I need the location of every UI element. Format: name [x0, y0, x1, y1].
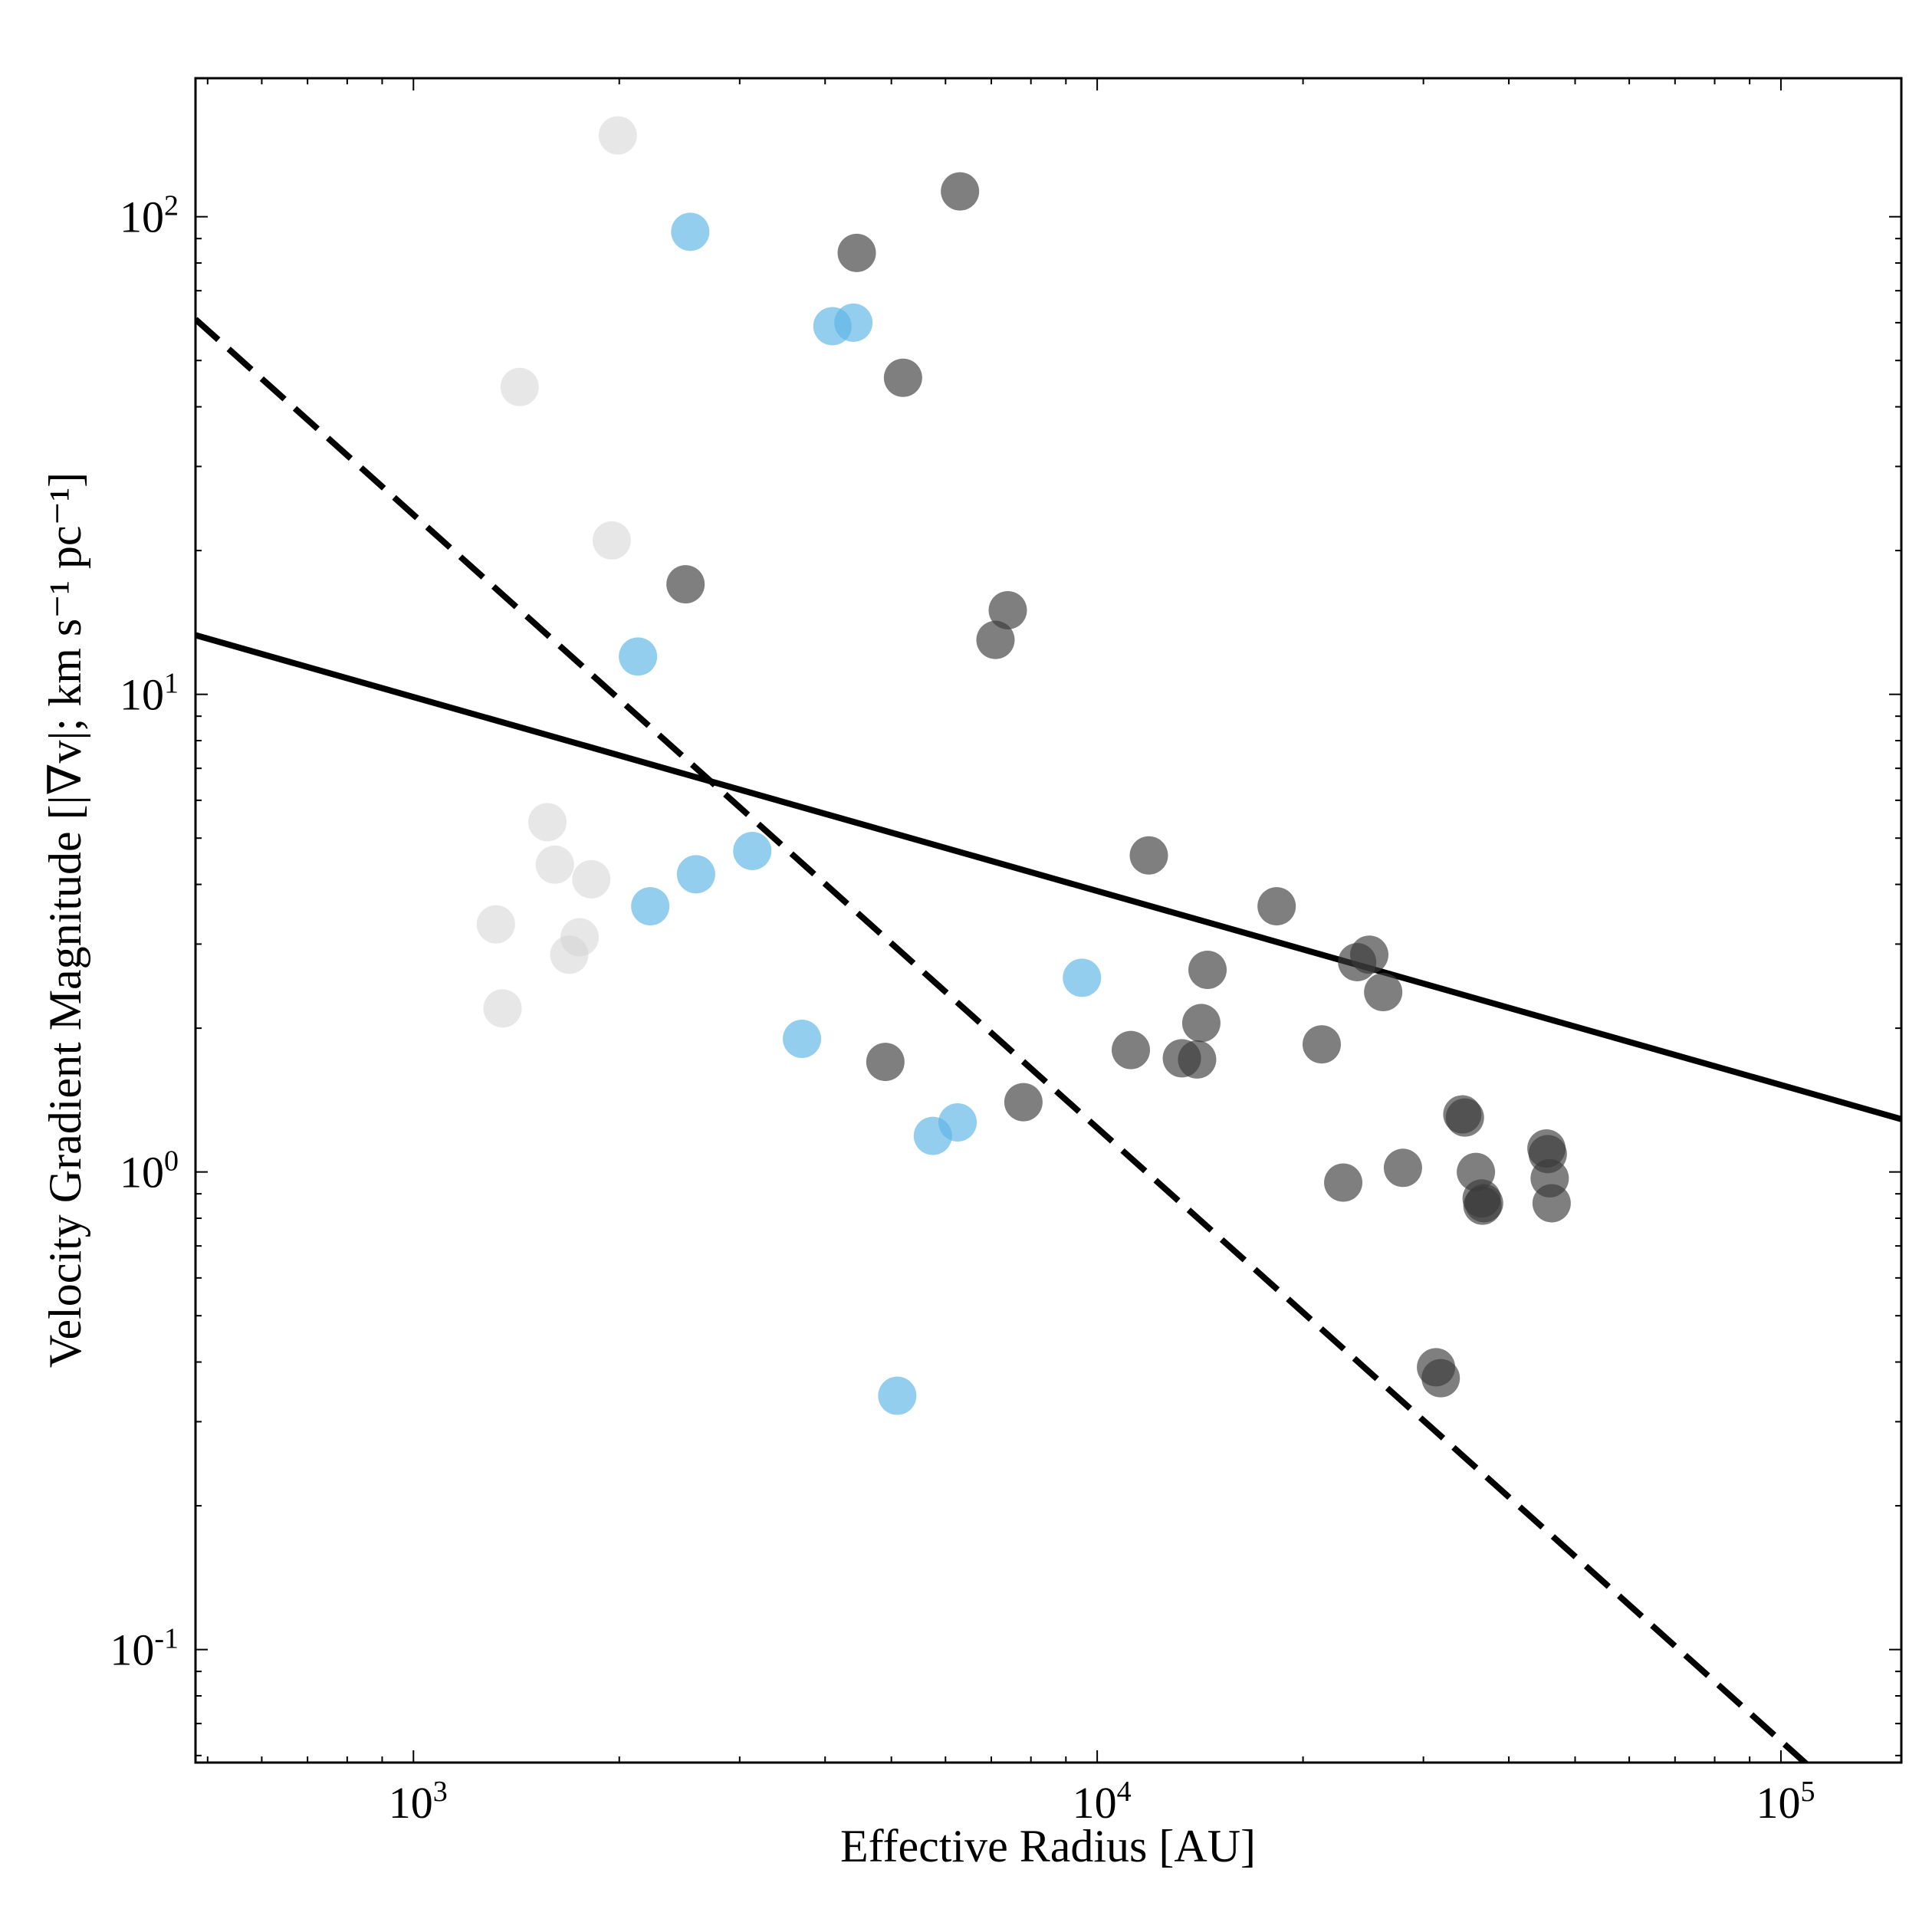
x-axis-title: Effective Radius [AU]	[840, 1821, 1256, 1871]
data-point	[866, 1043, 905, 1082]
data-point	[671, 212, 710, 251]
y-tick-label: 101	[120, 668, 179, 720]
x-tick-label: 105	[1756, 1776, 1815, 1828]
data-point	[535, 845, 574, 884]
data-point	[1112, 1030, 1151, 1070]
data-point	[476, 905, 515, 944]
fit-line-solid	[196, 632, 1901, 1122]
data-point	[1338, 942, 1377, 981]
data-point	[550, 935, 589, 974]
data-point	[598, 116, 637, 155]
data-point	[1129, 836, 1168, 875]
data-point	[1178, 1040, 1217, 1079]
fit-line-dashed	[196, 317, 1810, 1763]
data-point	[527, 803, 567, 842]
data-point	[1324, 1163, 1363, 1202]
data-point	[500, 367, 539, 406]
y-tick-label: 10-1	[110, 1623, 179, 1675]
x-tick-label: 103	[389, 1776, 448, 1828]
y-axis-title: Velocity Gradient Magnitude [|∇v|; km s⁻…	[40, 472, 90, 1368]
x-tick-label: 104	[1073, 1776, 1132, 1828]
data-point	[1383, 1148, 1422, 1188]
data-point	[666, 565, 705, 604]
data-point	[837, 233, 876, 272]
data-point	[834, 303, 873, 342]
y-tick-label: 100	[120, 1145, 179, 1198]
y-tick-label: 102	[120, 190, 179, 242]
data-point	[1302, 1025, 1341, 1064]
data-point	[733, 831, 772, 870]
data-point	[1445, 1098, 1484, 1137]
data-point	[631, 887, 670, 926]
data-point	[1181, 1004, 1221, 1043]
data-point	[783, 1019, 822, 1058]
data-point	[1463, 1186, 1502, 1225]
data-point	[483, 989, 522, 1028]
data-point	[1063, 958, 1102, 997]
data-point	[988, 590, 1027, 629]
data-point	[1364, 973, 1403, 1012]
data-point	[1257, 887, 1296, 926]
data-point	[676, 855, 715, 894]
data-point	[619, 637, 658, 676]
data-point	[941, 172, 980, 211]
data-point	[883, 358, 922, 397]
tick-labels: 103 104 105 10-1 100 101 102	[110, 190, 1815, 1828]
data-point	[878, 1376, 917, 1415]
plot-frame	[194, 77, 1903, 1764]
fit-lines	[196, 317, 1901, 1763]
data-point	[976, 620, 1015, 659]
data-point	[1532, 1184, 1571, 1223]
data-point	[592, 521, 631, 560]
data-points	[476, 116, 1571, 1415]
data-point	[572, 859, 611, 899]
data-point	[1188, 950, 1227, 989]
data-point	[1421, 1359, 1460, 1398]
data-point	[1004, 1083, 1043, 1122]
data-point	[913, 1116, 952, 1155]
